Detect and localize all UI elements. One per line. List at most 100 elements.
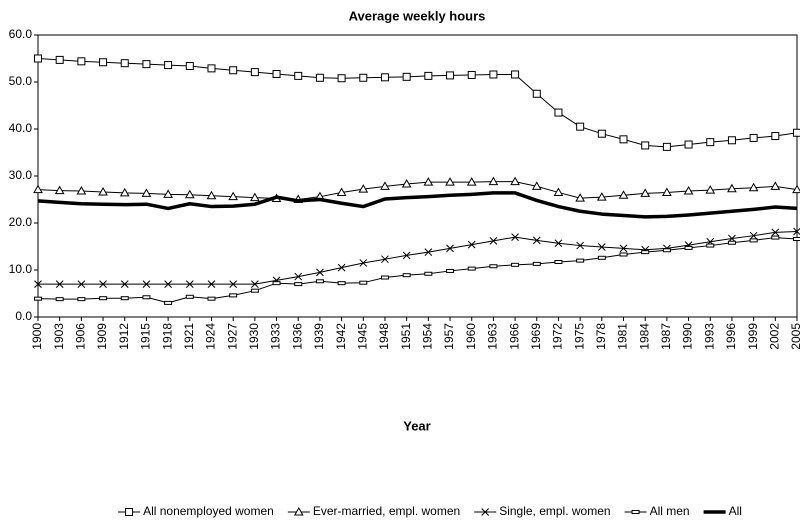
- point: [749, 133, 758, 142]
- point: [294, 71, 303, 80]
- point: [662, 248, 671, 253]
- point: [229, 66, 238, 75]
- point: [446, 244, 454, 253]
- y-tick-label: 40.0: [9, 121, 33, 135]
- point: [401, 178, 412, 188]
- point: [77, 280, 86, 288]
- point: [33, 184, 43, 194]
- point: [467, 240, 476, 249]
- point: [142, 295, 151, 300]
- point: [532, 89, 541, 98]
- point: [55, 55, 64, 64]
- x-tick-label: 1936: [290, 323, 304, 350]
- point: [640, 188, 651, 197]
- point: [727, 240, 736, 245]
- x-tick-label: 1981: [616, 323, 630, 350]
- series-line: [37, 191, 798, 219]
- legend-label: Ever-married, empl. women: [313, 504, 460, 518]
- point: [576, 122, 585, 131]
- x-tick-label: 1906: [74, 323, 88, 350]
- point: [662, 187, 672, 196]
- x-tick-label: 1951: [399, 323, 413, 350]
- point: [77, 57, 86, 66]
- point: [315, 73, 324, 82]
- point: [684, 245, 693, 250]
- point: [336, 187, 347, 196]
- point: [402, 251, 411, 260]
- point: [793, 236, 800, 241]
- point: [184, 189, 195, 199]
- point: [619, 252, 628, 257]
- point: [207, 64, 216, 73]
- point: [748, 182, 759, 192]
- point: [446, 268, 455, 273]
- point: [163, 189, 173, 198]
- point: [337, 281, 346, 286]
- point: [34, 280, 42, 288]
- point: [381, 255, 389, 264]
- x-tick-label: 1993: [702, 323, 716, 350]
- point: [229, 280, 238, 288]
- point: [489, 70, 498, 79]
- legend: All nonemployed women Ever-married, empl.…: [118, 504, 742, 518]
- point: [793, 128, 800, 137]
- point: [207, 280, 216, 288]
- point: [511, 262, 520, 267]
- point: [315, 279, 324, 284]
- point: [99, 280, 107, 288]
- point: [206, 190, 217, 200]
- point: [293, 506, 304, 516]
- point: [771, 235, 780, 240]
- point: [98, 186, 108, 196]
- point: [489, 264, 498, 269]
- series-line: [37, 237, 798, 304]
- point: [99, 296, 108, 301]
- point: [467, 266, 476, 271]
- point: [705, 185, 716, 194]
- y-tick-label: 60.0: [9, 27, 33, 41]
- x-tick-label: 1918: [160, 323, 174, 350]
- point: [770, 181, 781, 190]
- point: [641, 250, 650, 255]
- point: [597, 129, 606, 138]
- x-tick-label: 1939: [312, 323, 326, 350]
- chart-title: Average weekly hours: [349, 8, 486, 23]
- point: [554, 260, 563, 265]
- point: [359, 73, 368, 82]
- point: [554, 108, 563, 117]
- x-tick-label: 1912: [117, 323, 131, 350]
- point: [249, 192, 260, 202]
- point: [228, 191, 239, 201]
- point: [294, 272, 303, 281]
- series-line: [37, 181, 798, 200]
- point: [55, 297, 64, 302]
- point: [402, 273, 411, 278]
- point: [467, 70, 476, 79]
- point: [554, 239, 563, 248]
- point: [207, 296, 216, 301]
- point: [619, 244, 628, 253]
- point: [120, 59, 129, 68]
- point: [424, 71, 433, 80]
- point: [272, 70, 281, 79]
- point: [727, 136, 736, 145]
- point: [706, 243, 715, 248]
- x-tick-label: 1978: [594, 323, 608, 350]
- point: [120, 296, 129, 301]
- point: [294, 282, 303, 287]
- x-tick-label: 1942: [334, 323, 348, 350]
- point: [596, 192, 607, 201]
- point: [251, 280, 259, 288]
- legend-label: Single, empl. women: [499, 504, 610, 518]
- point: [250, 68, 259, 77]
- point: [684, 140, 693, 149]
- point: [380, 73, 389, 82]
- point: [749, 238, 758, 243]
- x-tick-label: 1990: [681, 323, 695, 350]
- point: [337, 74, 346, 83]
- point: [771, 132, 780, 141]
- point: [164, 280, 172, 288]
- point: [631, 510, 640, 514]
- point: [445, 177, 455, 186]
